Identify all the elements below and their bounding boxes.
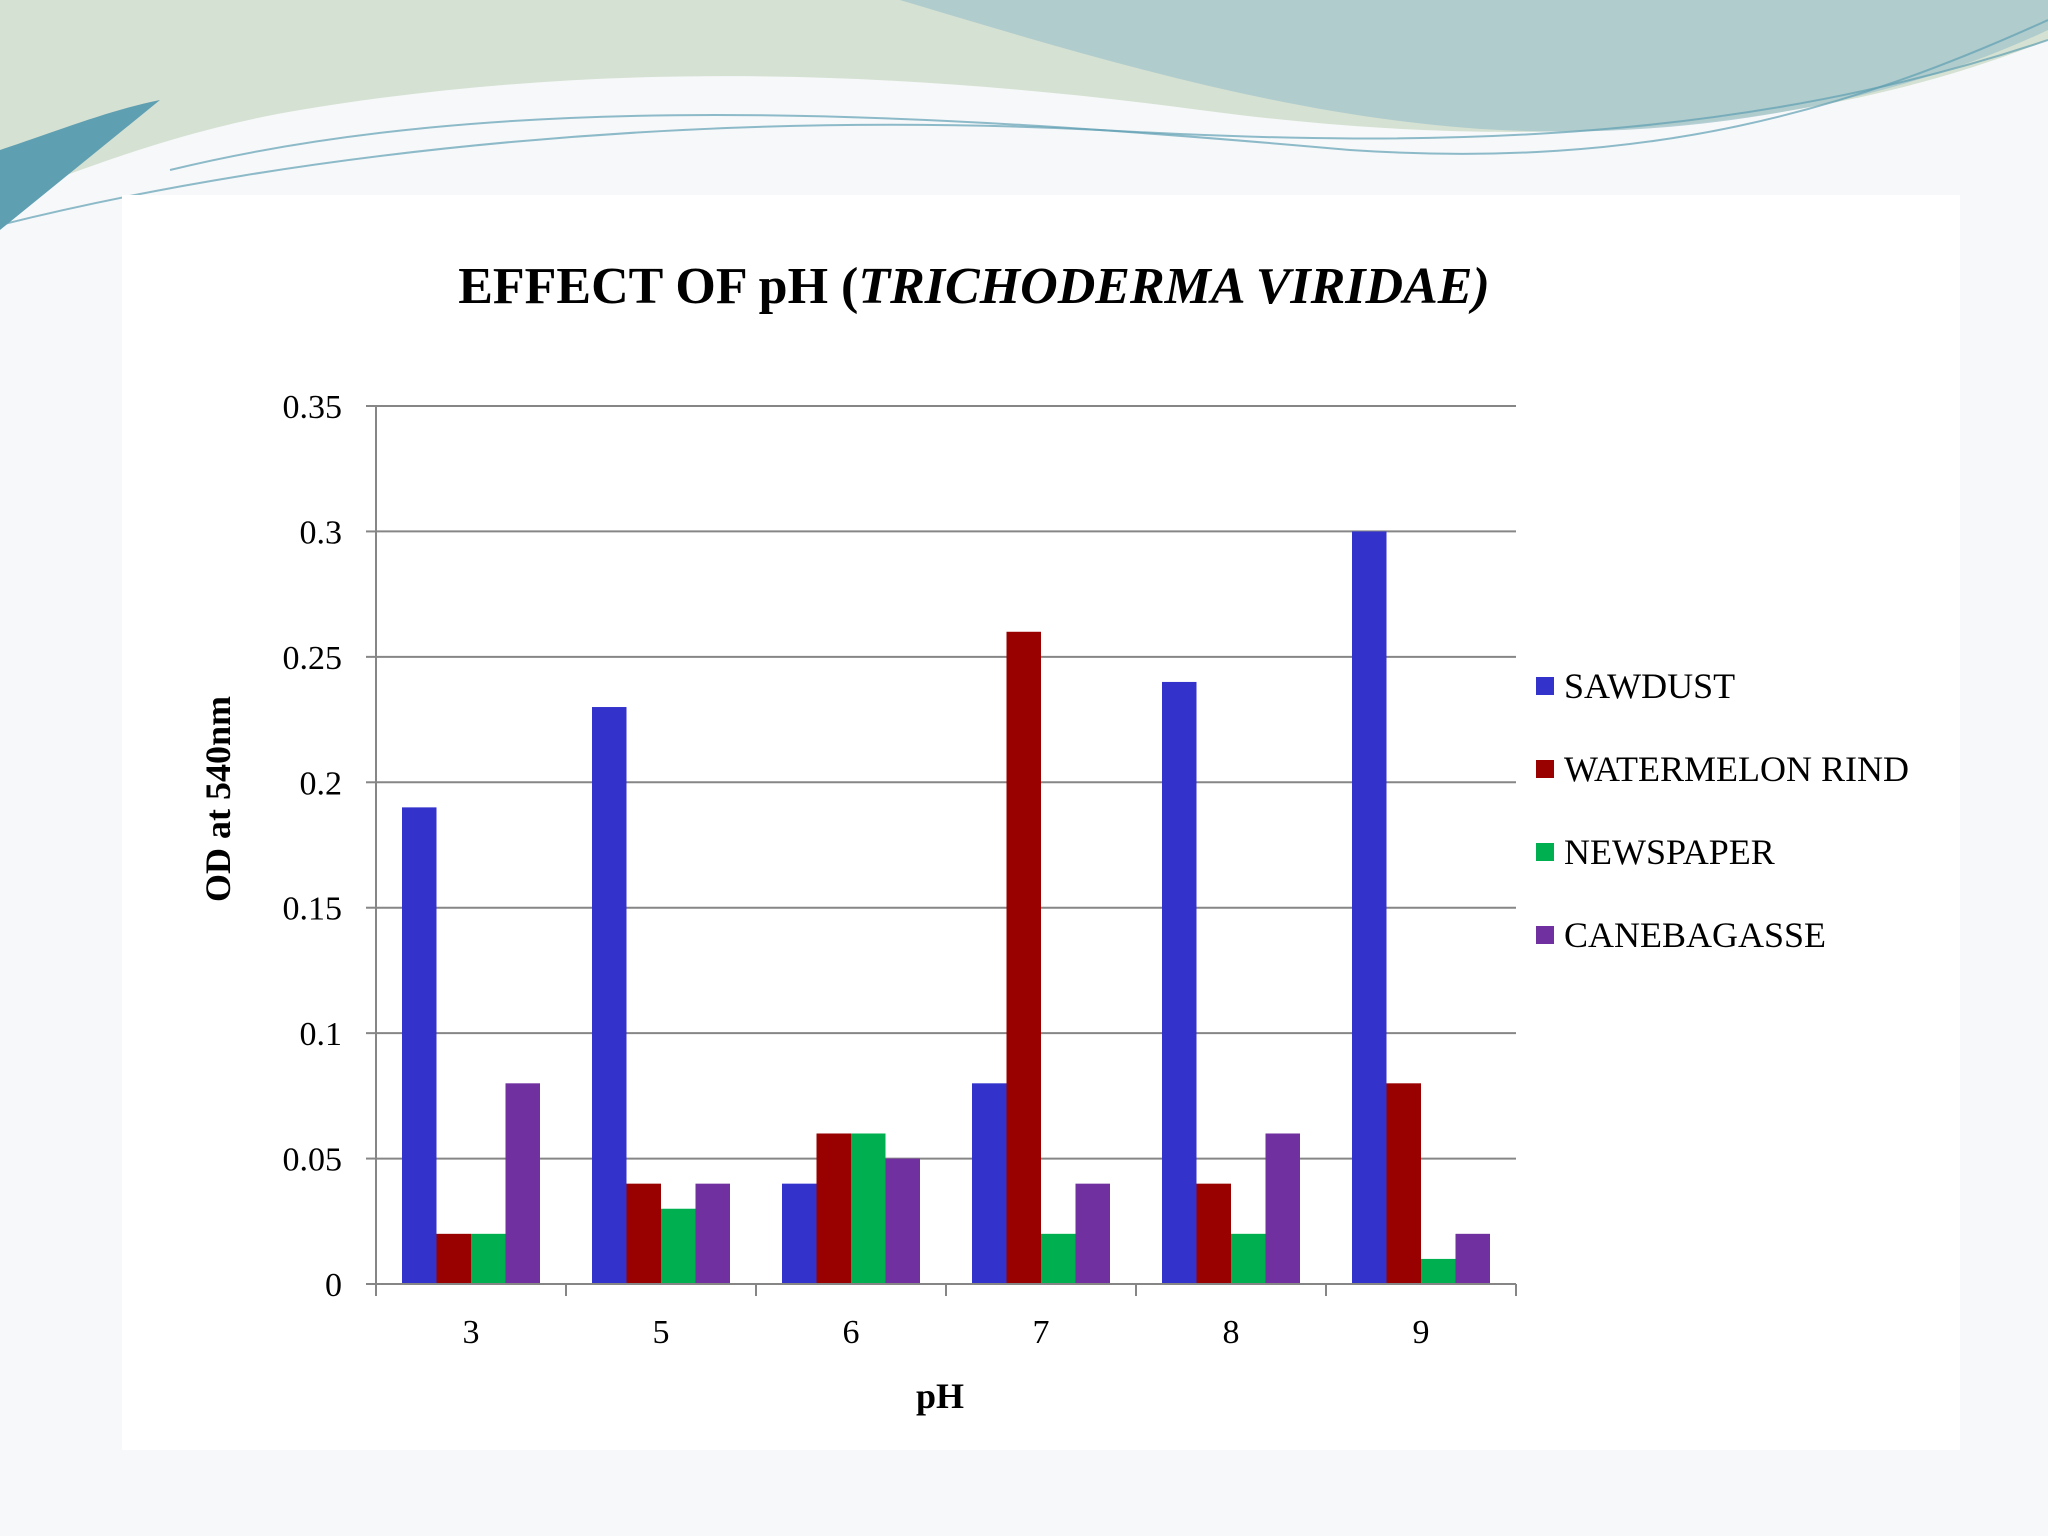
bars (402, 531, 1490, 1284)
bar-canebagasse (1075, 1183, 1110, 1284)
y-tick-label: 0.1 (300, 1016, 343, 1053)
bar-watermelon-rind (626, 1183, 661, 1284)
bar-canebagasse (505, 1083, 540, 1284)
bar-watermelon-rind (1196, 1183, 1231, 1284)
legend-label: NEWSPAPER (1564, 832, 1775, 872)
x-tick-label: 3 (463, 1314, 480, 1351)
y-axis-title: OD at 540nm (198, 696, 238, 902)
y-tick-label: 0.15 (283, 891, 343, 928)
bar-sawdust (1162, 681, 1197, 1284)
legend-swatch (1536, 760, 1554, 778)
bar-canebagasse (1265, 1133, 1300, 1284)
bar-newspaper (1421, 1258, 1456, 1284)
bar-sawdust (972, 1083, 1007, 1284)
gridlines (376, 405, 1516, 1160)
x-tick-label: 8 (1223, 1314, 1240, 1351)
bar-watermelon-rind (1006, 631, 1041, 1284)
bar-newspaper (1041, 1233, 1076, 1284)
legend-label: SAWDUST (1564, 666, 1735, 706)
legend-swatch (1536, 926, 1554, 944)
bar-canebagasse (695, 1183, 730, 1284)
bar-canebagasse (1455, 1233, 1490, 1284)
legend-swatch (1536, 843, 1554, 861)
bar-sawdust (1352, 531, 1387, 1284)
x-tick-label: 5 (653, 1314, 670, 1351)
y-tick-label: 0.3 (300, 514, 343, 551)
x-tick-label: 7 (1033, 1314, 1050, 1351)
bar-newspaper (1231, 1233, 1266, 1284)
x-axis-title: pH (916, 1376, 964, 1416)
y-tick-label: 0.05 (283, 1142, 343, 1179)
chart-title: EFFECT OF pH (TRICHODERMA VIRIDAE) (458, 258, 1490, 315)
bar-sawdust (592, 707, 627, 1284)
chart-title-italic: TRICHODERMA VIRIDAE) (858, 258, 1489, 315)
bar-sawdust (782, 1183, 817, 1284)
legend-swatch (1536, 677, 1554, 695)
legend-label: WATERMELON RIND (1564, 749, 1909, 789)
x-tick-label: 9 (1413, 1314, 1430, 1351)
header-wave-mid (900, 0, 2048, 132)
chart-title-prefix: EFFECT OF pH ( (458, 258, 858, 315)
header-wave-dark (0, 100, 160, 230)
header-swoosh-line-1 (169, 19, 2048, 171)
bar-watermelon-rind (816, 1133, 851, 1284)
bar-watermelon-rind (1386, 1083, 1421, 1284)
x-tick-label: 6 (843, 1314, 860, 1351)
y-tick-label: 0.25 (283, 640, 343, 677)
y-tick-label: 0.2 (300, 765, 343, 802)
bar-newspaper (471, 1233, 506, 1284)
bar-newspaper (851, 1133, 886, 1284)
legend: SAWDUST WATERMELON RIND NEWSPAPER CANEBAGAS… (1536, 666, 1909, 955)
bar-canebagasse (885, 1158, 920, 1284)
y-tick-label: 0.35 (283, 389, 343, 426)
y-tick-label: 0 (325, 1267, 342, 1304)
header-swoosh-line-2 (0, 39, 2048, 226)
bar-sawdust (402, 807, 437, 1284)
legend-label: CANEBAGASSE (1564, 915, 1826, 955)
bar-newspaper (661, 1208, 696, 1284)
axes: 0 0.05 0.1 0.15 0.2 0.25 0.3 0.35 3 5 6 7 8 9 (283, 389, 1517, 1351)
bar-watermelon-rind (436, 1233, 471, 1284)
